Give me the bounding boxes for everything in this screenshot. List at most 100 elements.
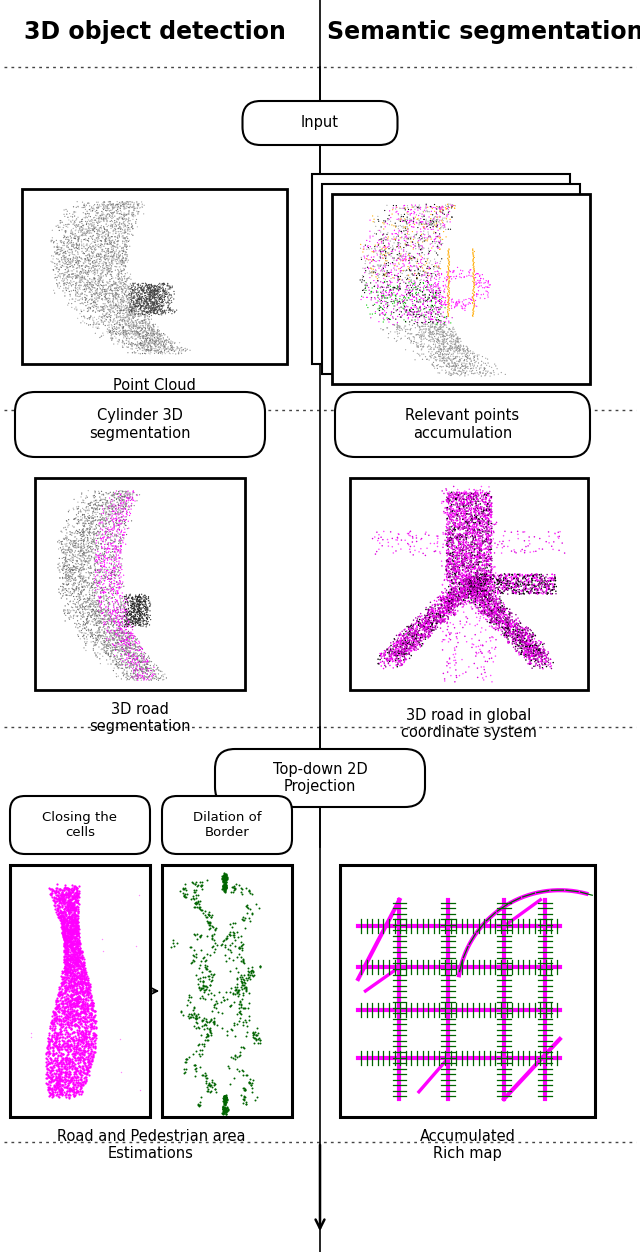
Point bbox=[104, 229, 115, 249]
Point bbox=[380, 649, 390, 669]
Point bbox=[115, 531, 125, 551]
Point bbox=[235, 1042, 245, 1062]
Point bbox=[458, 339, 468, 359]
Point bbox=[168, 302, 178, 322]
Point bbox=[113, 496, 124, 516]
Point bbox=[86, 1017, 96, 1037]
Point bbox=[68, 934, 78, 954]
Point bbox=[459, 548, 469, 568]
Point bbox=[66, 903, 76, 923]
Point bbox=[49, 268, 60, 288]
Point bbox=[149, 332, 159, 352]
Point bbox=[435, 357, 445, 377]
Point bbox=[118, 517, 129, 537]
Point bbox=[534, 528, 545, 548]
Point bbox=[456, 567, 467, 587]
Point bbox=[527, 568, 538, 588]
Point bbox=[479, 543, 489, 563]
Point bbox=[477, 583, 488, 603]
Point bbox=[111, 526, 122, 546]
Point bbox=[545, 573, 556, 593]
Point bbox=[463, 495, 474, 515]
Point bbox=[481, 548, 491, 568]
Point bbox=[403, 219, 413, 239]
Point bbox=[220, 874, 230, 894]
Point bbox=[68, 1028, 79, 1048]
Point bbox=[509, 616, 519, 636]
Point bbox=[443, 204, 453, 224]
Point bbox=[54, 1064, 64, 1084]
Point bbox=[463, 566, 473, 586]
Point bbox=[129, 280, 139, 300]
Point bbox=[456, 583, 467, 603]
Point bbox=[520, 645, 531, 665]
Point bbox=[100, 238, 111, 258]
Point bbox=[117, 314, 127, 334]
Point bbox=[119, 641, 129, 661]
Point bbox=[69, 523, 79, 543]
Point bbox=[91, 635, 101, 655]
Point bbox=[438, 537, 448, 557]
Point bbox=[382, 265, 392, 285]
Point bbox=[159, 339, 170, 359]
Point bbox=[136, 300, 147, 321]
Point bbox=[489, 618, 499, 639]
Point bbox=[122, 635, 132, 655]
Point bbox=[86, 540, 97, 560]
Point bbox=[547, 659, 557, 679]
Point bbox=[70, 265, 80, 285]
Point bbox=[383, 274, 393, 294]
Point bbox=[468, 538, 478, 558]
Point bbox=[84, 523, 94, 543]
Point bbox=[487, 588, 497, 608]
Point bbox=[77, 1047, 88, 1067]
Point bbox=[472, 545, 482, 565]
Point bbox=[144, 284, 154, 304]
Point bbox=[413, 611, 423, 631]
Point bbox=[157, 336, 167, 356]
Point bbox=[421, 618, 431, 639]
Point bbox=[60, 955, 70, 975]
Point bbox=[83, 608, 93, 629]
Point bbox=[391, 202, 401, 222]
Point bbox=[54, 1034, 64, 1054]
Point bbox=[49, 283, 60, 303]
Point bbox=[453, 586, 463, 606]
Point bbox=[443, 265, 453, 285]
Point bbox=[59, 1000, 69, 1020]
Point bbox=[470, 581, 481, 601]
Point bbox=[428, 620, 438, 640]
Point bbox=[449, 361, 460, 381]
Point bbox=[468, 267, 479, 287]
Point bbox=[356, 289, 366, 309]
Point bbox=[55, 264, 65, 284]
Point bbox=[485, 588, 495, 608]
Point bbox=[133, 587, 143, 607]
Point bbox=[472, 615, 483, 635]
Point bbox=[61, 543, 71, 563]
Point bbox=[534, 573, 544, 593]
Point bbox=[472, 538, 482, 558]
Point bbox=[394, 634, 404, 654]
Point bbox=[481, 563, 491, 583]
Point bbox=[72, 577, 82, 597]
Point bbox=[68, 918, 79, 938]
Point bbox=[479, 517, 489, 537]
Point bbox=[66, 601, 76, 621]
Point bbox=[403, 629, 413, 649]
Point bbox=[63, 230, 74, 250]
Point bbox=[69, 959, 79, 979]
Point bbox=[134, 651, 145, 671]
Point bbox=[442, 505, 452, 525]
Point bbox=[83, 1052, 93, 1072]
Point bbox=[412, 617, 422, 637]
Point bbox=[392, 647, 402, 667]
Point bbox=[114, 553, 124, 573]
Point bbox=[443, 571, 453, 591]
Point bbox=[119, 485, 129, 505]
Point bbox=[96, 260, 106, 280]
Point bbox=[460, 570, 470, 590]
Point bbox=[65, 535, 76, 555]
Point bbox=[81, 285, 92, 305]
Point bbox=[480, 535, 490, 555]
